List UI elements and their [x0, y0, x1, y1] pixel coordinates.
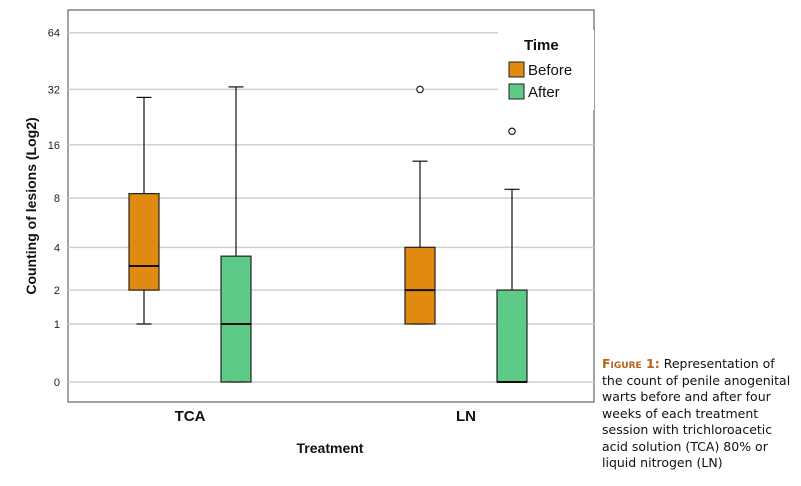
caption-text: Representation of the count of penile an… — [602, 356, 791, 470]
box-after-ln — [496, 127, 528, 383]
legend-label-after: After — [528, 84, 560, 101]
x-axis-title: Treatment — [297, 440, 364, 456]
legend-swatch-after — [508, 83, 525, 100]
box-before-tca — [128, 96, 160, 325]
caption-label: Figure 1: — [602, 356, 660, 371]
legend: Time Before After — [498, 30, 594, 110]
y-tick-labels: 0 1 2 4 8 16 32 64 — [48, 28, 60, 389]
y-tick-label: 2 — [54, 285, 60, 297]
y-tick-label: 1 — [54, 319, 60, 331]
y-tick-label: 8 — [54, 193, 60, 205]
x-category-label: LN — [456, 408, 476, 425]
box-before-ln — [404, 85, 436, 325]
y-axis-title: Counting of lesions (Log2) — [23, 117, 39, 294]
y-tick-label: 4 — [54, 242, 60, 254]
y-tick-label: 0 — [54, 377, 60, 389]
box-iqr — [128, 193, 160, 291]
x-category-label: TCA — [175, 408, 206, 425]
y-tick-label: 64 — [48, 28, 60, 40]
x-category-labels: TCA LN — [175, 408, 476, 425]
legend-label-before: Before — [528, 62, 572, 79]
y-tick-label: 16 — [48, 140, 60, 152]
box-iqr — [496, 289, 528, 383]
legend-title: Time — [524, 37, 559, 54]
outlier-point — [416, 85, 424, 94]
box-iqr — [220, 255, 252, 383]
box-iqr — [404, 246, 436, 325]
boxes — [128, 85, 528, 383]
y-tick-label: 32 — [48, 84, 60, 96]
figure-caption: Figure 1: Representation of the count of… — [602, 356, 798, 472]
box-after-tca — [220, 86, 252, 383]
legend-swatch-before — [508, 61, 525, 78]
outlier-point — [508, 127, 516, 136]
